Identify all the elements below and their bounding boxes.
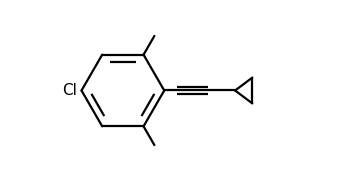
Text: Cl: Cl [62, 83, 77, 98]
